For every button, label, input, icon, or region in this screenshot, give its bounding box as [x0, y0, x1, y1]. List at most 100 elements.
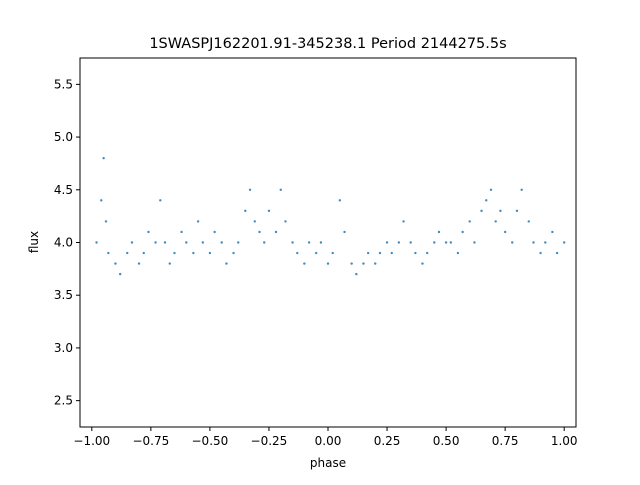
- data-point: [319, 241, 323, 244]
- data-point: [104, 220, 108, 223]
- data-point: [213, 230, 216, 234]
- data-point: [520, 188, 523, 191]
- data-point: [355, 272, 358, 276]
- data-point: [159, 199, 162, 202]
- data-point: [503, 230, 507, 234]
- data-point: [473, 241, 476, 244]
- data-point: [444, 241, 448, 244]
- data-point: [168, 262, 171, 265]
- data-point: [449, 241, 453, 244]
- data-point: [163, 241, 167, 244]
- data-point: [385, 241, 389, 244]
- data-point: [137, 262, 141, 265]
- x-tick-label: 0.25: [374, 434, 401, 448]
- y-tick-label: 5.5: [54, 77, 73, 91]
- data-point: [196, 220, 200, 223]
- data-point: [456, 251, 460, 255]
- data-point: [409, 241, 412, 244]
- data-point: [562, 241, 566, 244]
- data-point: [555, 251, 559, 255]
- data-point: [237, 241, 240, 244]
- data-point: [426, 251, 429, 255]
- data-point: [437, 230, 441, 234]
- data-point: [378, 251, 382, 255]
- data-point: [284, 220, 287, 223]
- data-point: [511, 241, 514, 244]
- data-point: [338, 199, 342, 202]
- data-point: [185, 241, 188, 244]
- chart-title: 1SWASPJ162201.91-345238.1 Period 2144275…: [149, 36, 506, 52]
- data-point: [485, 199, 488, 202]
- data-point: [532, 241, 535, 244]
- data-point: [515, 209, 519, 213]
- data-point: [107, 251, 110, 255]
- data-point: [326, 262, 330, 265]
- data-point: [253, 220, 256, 223]
- data-point: [414, 251, 417, 255]
- y-axis: 2.5 3.0 3.5 4.0 4.5 5.0 5.5: [54, 77, 80, 408]
- data-point: [263, 241, 266, 244]
- data-point: [366, 251, 370, 255]
- data-point: [390, 251, 393, 255]
- data-point: [303, 262, 306, 265]
- data-point: [539, 251, 542, 255]
- data-point: [225, 262, 228, 265]
- data-point: [307, 241, 311, 244]
- data-point: [461, 230, 464, 234]
- y-tick-label: 3.5: [54, 288, 73, 302]
- data-point: [374, 262, 377, 265]
- y-tick-label: 4.5: [54, 183, 73, 197]
- data-point: [480, 209, 483, 213]
- data-point: [279, 188, 282, 191]
- data-point: [468, 220, 471, 223]
- data-point: [208, 251, 212, 255]
- data-point: [220, 241, 223, 244]
- data-point: [343, 230, 346, 234]
- data-point: [147, 230, 150, 234]
- data-point: [154, 241, 157, 244]
- data-point: [494, 220, 497, 223]
- data-point: [180, 230, 183, 234]
- data-point: [173, 251, 176, 255]
- data-point: [114, 262, 117, 265]
- data-point: [142, 251, 145, 255]
- data-point: [421, 262, 424, 265]
- data-point: [274, 230, 278, 234]
- y-tick-label: 3.0: [54, 341, 73, 355]
- data-point: [350, 262, 353, 265]
- data-point: [201, 241, 205, 244]
- data-point: [248, 188, 252, 191]
- x-axis: −1.00 −0.75 −0.50 −0.25 0.00 0.25 0.50 0.75 1.00: [73, 427, 578, 448]
- data-point: [95, 241, 98, 244]
- data-point: [118, 272, 122, 276]
- data-point: [499, 209, 502, 213]
- x-tick-label: 0.00: [315, 434, 342, 448]
- data-point: [232, 251, 235, 255]
- data-point: [402, 220, 405, 223]
- scatter-points: [95, 156, 566, 276]
- data-point: [192, 251, 195, 255]
- data-point: [433, 241, 436, 244]
- data-point: [126, 251, 129, 255]
- data-point: [489, 188, 493, 191]
- x-tick-label: −1.00: [73, 434, 110, 448]
- data-point: [544, 241, 547, 244]
- data-point: [258, 230, 261, 234]
- data-point: [291, 241, 294, 244]
- data-point: [267, 209, 271, 213]
- x-tick-label: 0.50: [433, 434, 460, 448]
- x-axis-label: phase: [310, 456, 346, 470]
- data-point: [130, 241, 134, 244]
- y-tick-label: 5.0: [54, 130, 73, 144]
- y-tick-label: 4.0: [54, 236, 73, 250]
- x-tick-label: −0.25: [251, 434, 288, 448]
- data-point: [100, 199, 103, 202]
- data-point: [102, 156, 105, 160]
- y-tick-label: 2.5: [54, 394, 73, 408]
- data-point: [551, 230, 554, 234]
- x-tick-label: 0.75: [492, 434, 519, 448]
- y-axis-label: flux: [27, 231, 41, 253]
- x-tick-label: −0.50: [192, 434, 229, 448]
- data-point: [296, 251, 299, 255]
